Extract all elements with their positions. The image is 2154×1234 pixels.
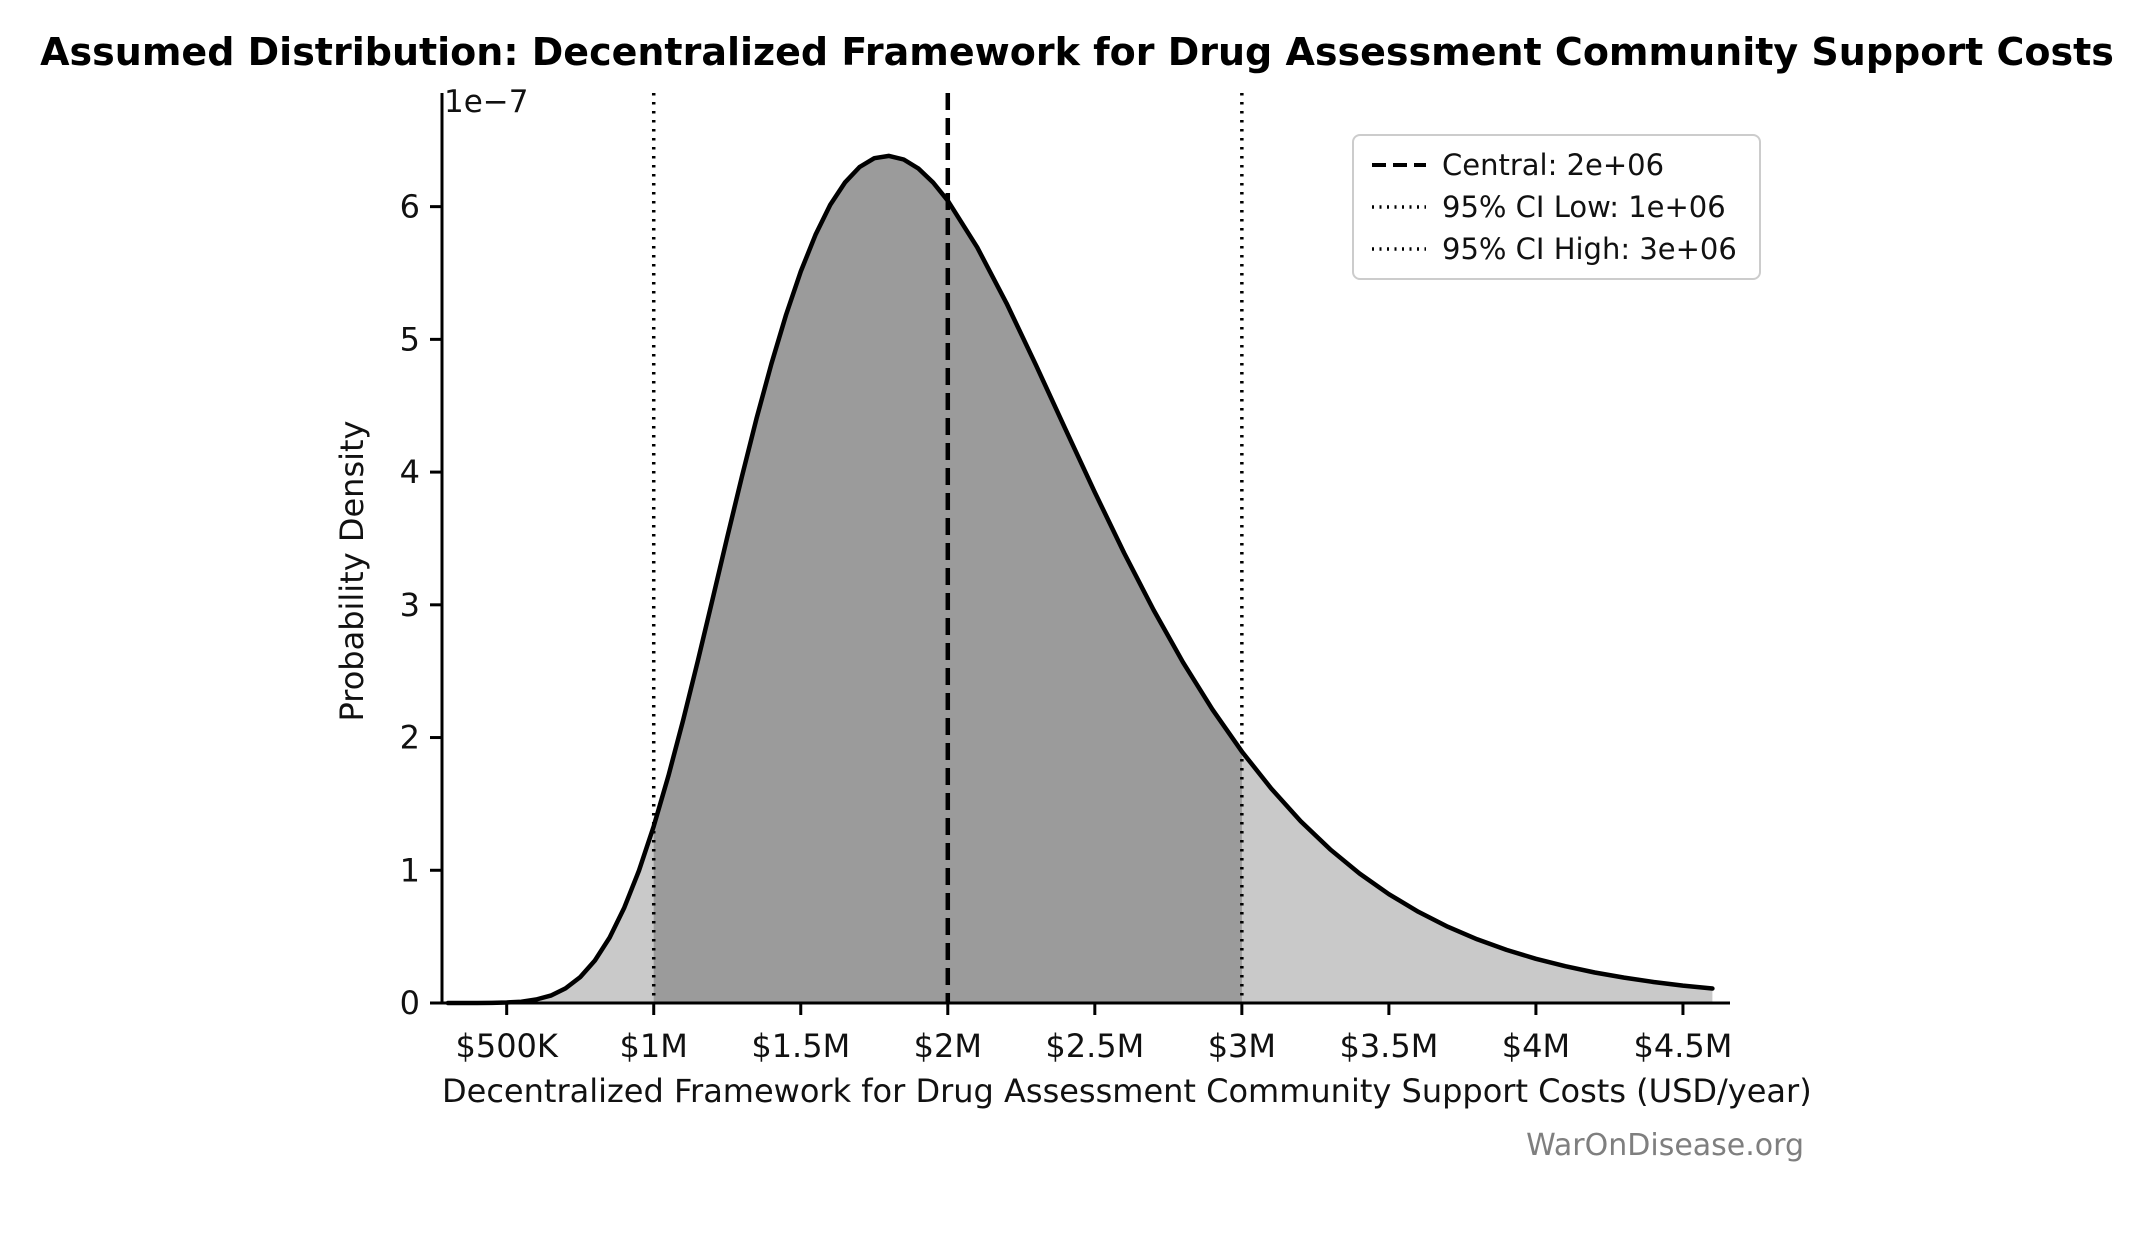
x-tick-label: $2M: [914, 1027, 982, 1065]
x-tick-label: $4M: [1502, 1027, 1570, 1065]
y-tick-label: 4: [400, 453, 420, 491]
y-tick-label: 2: [400, 719, 420, 757]
x-tick-label: $3M: [1208, 1027, 1276, 1065]
dotted-line-icon: [1372, 247, 1426, 251]
legend-item-central: Central: 2e+06: [1370, 148, 1737, 182]
x-tick-label: $1M: [620, 1027, 688, 1065]
dotted-line-icon: [1372, 205, 1426, 209]
legend-item-ci-high: 95% CI High: 3e+06: [1370, 232, 1737, 266]
y-axis-label: Probability Density: [333, 420, 371, 722]
x-axis-label: Decentralized Framework for Drug Assessm…: [442, 1072, 1812, 1110]
y-tick-label: 5: [400, 320, 420, 358]
y-tick-label: 6: [400, 188, 420, 226]
y-axis-offset-label: 1e−7: [444, 84, 529, 120]
legend-label-ci-low: 95% CI Low: 1e+06: [1442, 190, 1726, 224]
legend-label-central: Central: 2e+06: [1442, 148, 1665, 182]
watermark: WarOnDisease.org: [1526, 1128, 1804, 1163]
x-tick-label: $1.5M: [751, 1027, 850, 1065]
y-tick-label: 1: [400, 851, 420, 889]
legend: Central: 2e+06 95% CI Low: 1e+06 95% CI …: [1352, 134, 1761, 280]
x-tick-label: $3.5M: [1339, 1027, 1438, 1065]
x-tick-label: $500K: [455, 1027, 558, 1065]
x-tick-label: $2.5M: [1045, 1027, 1144, 1065]
chart-title: Assumed Distribution: Decentralized Fram…: [40, 30, 2114, 74]
legend-item-ci-low: 95% CI Low: 1e+06: [1370, 190, 1737, 224]
density-curve: [445, 153, 1715, 1006]
dashed-line-icon: [1372, 163, 1426, 167]
legend-label-ci-high: 95% CI High: 3e+06: [1442, 232, 1737, 266]
y-tick-label: 3: [400, 586, 420, 624]
y-tick-label: 0: [400, 984, 420, 1022]
x-tick-label: $4.5M: [1634, 1027, 1733, 1065]
